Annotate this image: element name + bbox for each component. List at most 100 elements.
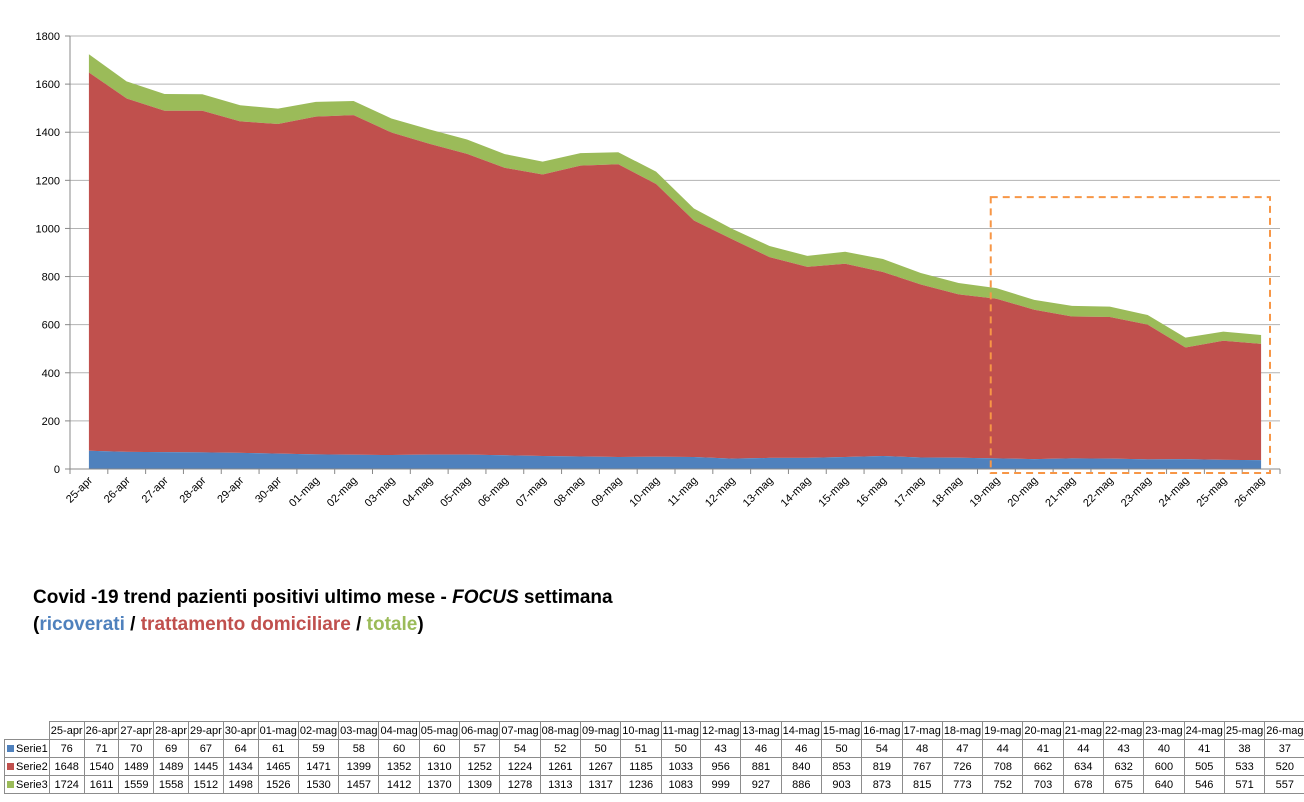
- caption-line-2: (ricoverati / trattamento domiciliare / …: [33, 614, 424, 636]
- table-cell: 1457: [338, 775, 380, 794]
- table-cell: 70: [118, 739, 155, 758]
- legend-key: [7, 763, 14, 771]
- table-header-cell: 19-mag: [982, 721, 1024, 740]
- x-tick-label: 19-mag: [968, 475, 1003, 510]
- table-cell: 1434: [222, 757, 259, 776]
- table-cell: 1278: [499, 775, 541, 794]
- table-cell: 1498: [222, 775, 259, 794]
- table-cell: 881: [740, 757, 782, 776]
- table-cell: 678: [1062, 775, 1105, 794]
- series-name: Serie1: [16, 742, 48, 755]
- table-cell: 59: [297, 739, 340, 758]
- table-cell: 1236: [620, 775, 662, 794]
- table-cell: 571: [1223, 775, 1266, 794]
- y-tick-label: 1000: [36, 223, 60, 235]
- table-cell: 58: [338, 739, 380, 758]
- table-header-cell: 17-mag: [901, 721, 943, 740]
- x-tick-label: 10-mag: [627, 475, 662, 510]
- table-cell: 1224: [499, 757, 541, 776]
- table-cell: 1352: [378, 757, 420, 776]
- table-series-label: Serie3: [4, 775, 50, 794]
- table-cell: 40: [1143, 739, 1185, 758]
- x-tick-label: 09-mag: [590, 475, 625, 510]
- y-tick-label: 600: [42, 320, 60, 332]
- table-cell: 708: [982, 757, 1024, 776]
- x-tick-label: 01-mag: [287, 475, 322, 510]
- table-cell: 520: [1264, 757, 1304, 776]
- table-header-cell: 16-mag: [861, 721, 903, 740]
- table-cell: 64: [222, 739, 259, 758]
- table-cell: 43: [700, 739, 742, 758]
- table-cell: 1558: [153, 775, 189, 794]
- table-cell: 47: [941, 739, 984, 758]
- table-header-cell: 25-mag: [1223, 721, 1266, 740]
- table-header-cell: 05-mag: [418, 721, 461, 740]
- table-cell: 927: [740, 775, 782, 794]
- table-cell: 1412: [378, 775, 420, 794]
- x-tick-label: 30-apr: [253, 474, 284, 505]
- x-tick-label: 23-mag: [1119, 475, 1154, 510]
- table-row: Serie3 1724 1611 1559 1558 1512 1498 1526 1530 14…: [4, 775, 1304, 794]
- caption-close-paren: ): [417, 614, 424, 635]
- table-cell: 54: [861, 739, 903, 758]
- table-row: Serie2 1648 1540 1489 1489 1445 1434 1465 1471 13…: [4, 757, 1304, 776]
- focus-box: [989, 196, 1271, 475]
- x-tick-label: 07-mag: [514, 475, 549, 510]
- x-tick-label: 24-mag: [1157, 475, 1192, 510]
- table-cell: 38: [1223, 739, 1266, 758]
- series-name: Serie2: [16, 760, 48, 773]
- table-header-cell: 30-apr: [222, 721, 259, 740]
- table-cell: 37: [1264, 739, 1304, 758]
- table-cell: 41: [1022, 739, 1064, 758]
- table-body: Serie1 76 71 70 69 67 64 61 59 58 60 60 57 54 52 50 51 50…: [4, 739, 1304, 794]
- table-cell: 1489: [118, 757, 155, 776]
- table-cell: 1370: [418, 775, 461, 794]
- table-row: Serie1 76 71 70 69 67 64 61 59 58 60 60 57 54 52 50 51 50…: [4, 739, 1304, 758]
- x-tick-label: 16-mag: [854, 475, 889, 510]
- table-header-cell: 06-mag: [459, 721, 501, 740]
- x-tick-label: 11-mag: [666, 475, 700, 509]
- table-header-cell: 22-mag: [1102, 721, 1145, 740]
- series-area-serie1: [88, 450, 1262, 469]
- table-cell: 1611: [83, 775, 120, 794]
- table-cell: 1559: [118, 775, 155, 794]
- table-header-cell: 15-mag: [820, 721, 863, 740]
- y-tick-label: 1200: [36, 175, 60, 187]
- table-header-cell: 08-mag: [539, 721, 581, 740]
- y-tick-label: 200: [42, 416, 60, 428]
- table-cell: 1252: [459, 757, 501, 776]
- table-header-cell: 14-mag: [780, 721, 822, 740]
- table-cell: 71: [83, 739, 120, 758]
- x-tick-label: 28-apr: [177, 474, 208, 505]
- table-cell: 675: [1102, 775, 1145, 794]
- table-cell: 69: [153, 739, 189, 758]
- table-cell: 67: [187, 739, 224, 758]
- table-header-cell: 21-mag: [1062, 721, 1105, 740]
- table-header-cell: 18-mag: [941, 721, 984, 740]
- table-cell: 1309: [459, 775, 501, 794]
- x-tick-label: 14-mag: [779, 475, 814, 510]
- table-cell: 57: [459, 739, 501, 758]
- x-tick-label: 26-apr: [102, 474, 133, 505]
- table-cell: 41: [1183, 739, 1225, 758]
- table-cell: 873: [861, 775, 903, 794]
- table-cell: 1724: [48, 775, 85, 794]
- y-axis-ticks: 0 200 400 600 800 1000 1200 1400 1600 1800: [36, 31, 70, 476]
- table-header-cell: 23-mag: [1143, 721, 1185, 740]
- table-cell: 1489: [153, 757, 189, 776]
- caption-open-paren: (: [33, 614, 40, 635]
- x-tick-label: 15-mag: [816, 475, 851, 510]
- x-tick-label: 25-mag: [1195, 475, 1230, 510]
- table-cell: 767: [901, 757, 943, 776]
- x-tick-label: 05-mag: [438, 475, 473, 510]
- table-cell: 1399: [338, 757, 380, 776]
- table-cell: 51: [620, 739, 662, 758]
- table-cell: 46: [780, 739, 822, 758]
- x-tick-label: 25-apr: [64, 474, 95, 505]
- table-cell: 557: [1264, 775, 1304, 794]
- y-tick-label: 1600: [36, 79, 60, 91]
- table-header-cell: 26-apr: [83, 721, 120, 740]
- table-cell: 1310: [418, 757, 461, 776]
- table-header-cell: 07-mag: [499, 721, 541, 740]
- table-cell: 61: [257, 739, 299, 758]
